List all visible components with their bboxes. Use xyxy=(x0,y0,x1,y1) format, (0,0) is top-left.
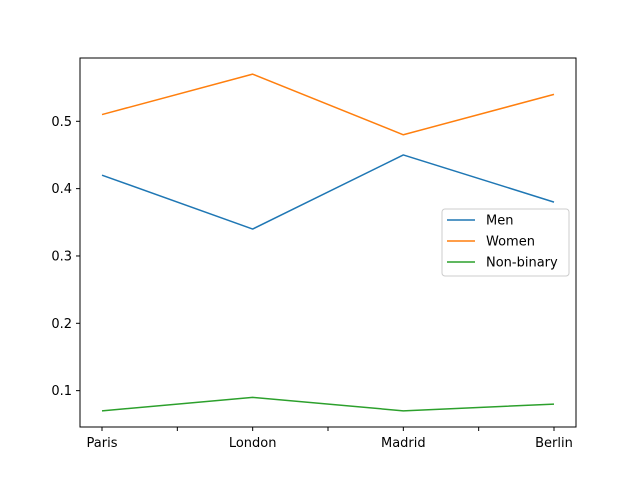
legend: Men Women Non-binary xyxy=(441,208,570,277)
series-line-0 xyxy=(101,154,555,230)
y-tick-label: 0.5 xyxy=(51,115,72,130)
legend-label: Non-binary xyxy=(486,256,558,271)
series-line-1 xyxy=(101,73,555,136)
x-tick-label: Berlin xyxy=(535,436,573,451)
x-tick-label: London xyxy=(229,436,277,451)
x-tick-label: Madrid xyxy=(381,436,426,451)
y-tick-label: 0.2 xyxy=(51,317,72,332)
series-line-2 xyxy=(101,396,555,412)
legend-label: Women xyxy=(486,235,535,250)
series-layer xyxy=(101,73,555,412)
legend-label: Men xyxy=(486,214,513,229)
x-axis: Paris London Madrid Berlin xyxy=(87,427,573,451)
y-axis: 0.1 0.2 0.3 0.4 0.5 xyxy=(51,115,80,399)
y-tick-label: 0.4 xyxy=(51,182,72,197)
y-tick-label: 0.3 xyxy=(51,249,72,264)
legend-box xyxy=(441,208,570,277)
y-tick-label: 0.1 xyxy=(51,384,72,399)
x-tick-label: Paris xyxy=(87,436,118,451)
